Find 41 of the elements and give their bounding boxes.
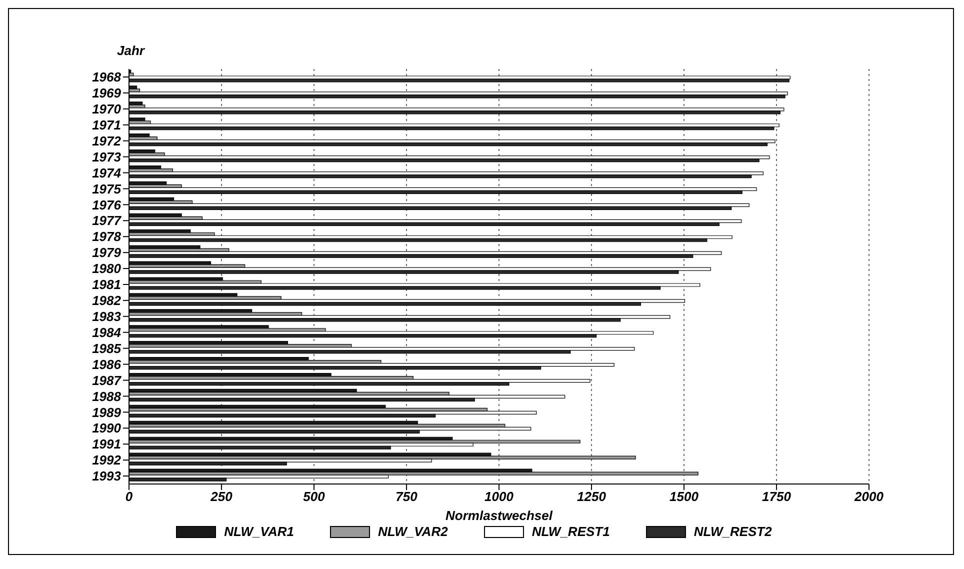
y-tick-label: 1980 bbox=[92, 261, 122, 276]
legend-label: NLW_REST2 bbox=[694, 524, 772, 539]
y-tick-label: 1981 bbox=[92, 277, 121, 292]
y-tick-label: 1987 bbox=[92, 372, 122, 388]
x-tick-label: 1750 bbox=[762, 489, 792, 504]
legend-label: NLW_REST1 bbox=[532, 524, 610, 539]
y-tick-label: 1984 bbox=[92, 324, 122, 340]
y-tick-label: 1989 bbox=[92, 404, 122, 420]
y-tick-label: 1973 bbox=[92, 149, 122, 164]
y-tick-label: 1968 bbox=[92, 70, 122, 85]
y-tick-label: 1978 bbox=[92, 229, 122, 244]
y-axis-title: Jahr bbox=[117, 43, 144, 58]
x-tick-label: 750 bbox=[396, 489, 418, 504]
legend-label: NLW_VAR1 bbox=[224, 524, 294, 539]
x-tick-label: 250 bbox=[210, 489, 234, 504]
y-tick-label: 1985 bbox=[92, 340, 122, 356]
x-tick-label: 1500 bbox=[670, 489, 700, 504]
y-tick-label: 1988 bbox=[92, 388, 122, 404]
y-tick-label: 1990 bbox=[92, 420, 122, 436]
y-tick-label: 1974 bbox=[92, 165, 122, 180]
y-tick-label: 1976 bbox=[92, 197, 122, 212]
y-tick-label: 1986 bbox=[92, 356, 122, 372]
y-tick-label: 1993 bbox=[92, 468, 122, 484]
y-tick-label: 1970 bbox=[92, 102, 122, 117]
y-tick-label: 1972 bbox=[92, 133, 122, 148]
y-tick-label: 1971 bbox=[92, 117, 121, 132]
y-tick-label: 1975 bbox=[92, 181, 122, 196]
y-tick-label: 1992 bbox=[92, 452, 122, 468]
x-tick-label: 1000 bbox=[484, 489, 514, 504]
y-tick-label: 1969 bbox=[92, 86, 122, 101]
y-tick-label: 1991 bbox=[92, 436, 121, 452]
x-tick-label: 1250 bbox=[577, 489, 607, 504]
x-axis-title: Normlastwechsel bbox=[446, 508, 553, 523]
y-tick-label: 1983 bbox=[92, 309, 122, 324]
y-tick-label: 1982 bbox=[92, 293, 122, 308]
x-tick-label: 0 bbox=[125, 489, 134, 504]
x-tick-label: 2000 bbox=[854, 489, 884, 504]
y-tick-label: 1977 bbox=[92, 213, 122, 228]
x-tick-label: 500 bbox=[303, 489, 326, 504]
legend-label: NLW_VAR2 bbox=[378, 524, 448, 539]
y-tick-label: 1979 bbox=[92, 245, 122, 260]
